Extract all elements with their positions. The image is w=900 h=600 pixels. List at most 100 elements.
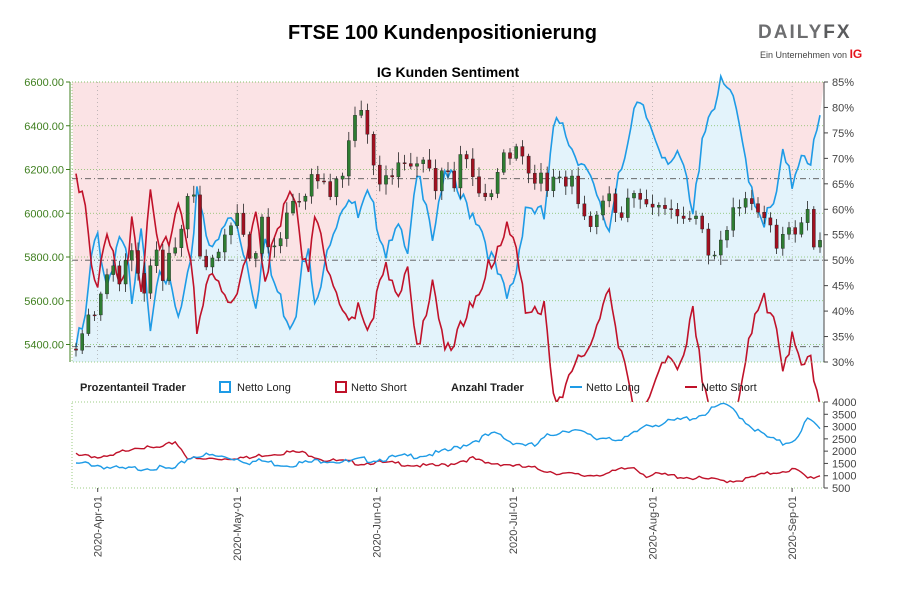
percent-tick-label: 50%: [832, 255, 854, 267]
candle-body: [750, 198, 754, 204]
logo-ig-text: IG: [849, 47, 863, 61]
count-panel-frame: [71, 401, 825, 489]
count-tick-label: 500: [832, 483, 850, 495]
candle-body: [725, 230, 729, 241]
candle-body: [520, 146, 525, 157]
count-short-line: [75, 440, 821, 484]
candle-body: [142, 273, 147, 294]
candle-body: [235, 212, 240, 226]
chart-axes: [69, 81, 825, 363]
candle-body: [756, 203, 760, 213]
logo-tagline: Ein Unternehmen von IG: [760, 47, 862, 61]
candle-body: [285, 212, 289, 239]
legend-pct-long-text: Netto Long: [237, 382, 291, 394]
count-tick-label: 1000: [832, 471, 856, 483]
candle-body: [657, 205, 661, 208]
percent-tick-label: 60%: [832, 204, 854, 216]
count-tick-label: 1500: [832, 458, 856, 470]
candle-body: [402, 162, 407, 164]
candle-body: [458, 154, 463, 189]
candle-body: [309, 174, 314, 197]
percent-tick-label: 70%: [832, 153, 854, 165]
candle-body: [483, 192, 488, 197]
count-long-line: [75, 402, 821, 472]
candle-body: [564, 176, 568, 187]
legend-pct-short-swatch: [335, 381, 347, 393]
candle-body: [601, 200, 605, 216]
legend-count-long-text: Netto Long: [586, 382, 640, 394]
candle-body: [222, 234, 227, 253]
candle-body: [700, 215, 704, 230]
logo-tagline-text: Ein Unternehmen von: [760, 50, 848, 60]
candle-body: [588, 215, 593, 227]
candle-body: [409, 163, 413, 167]
pct-short-line: [75, 173, 821, 448]
chart-title: FTSE 100 Kundenpositionierung: [288, 22, 597, 44]
candle-body: [98, 293, 103, 316]
trader-count-panel: [71, 401, 825, 489]
date-tick-label: 2020-Aug-01: [648, 496, 660, 560]
price-candles: [74, 100, 822, 357]
candle-body: [160, 249, 165, 281]
candle-body: [129, 250, 134, 261]
candle-body: [551, 176, 556, 191]
price-tick-label: 6400.00: [24, 121, 64, 133]
percent-tick-label: 40%: [832, 306, 854, 318]
candle-body: [731, 207, 735, 231]
candle-body: [632, 193, 636, 199]
chart-legend: Prozentanteil Trader Netto Long Netto Sh…: [80, 381, 757, 394]
candle-body: [619, 212, 624, 218]
candle-body: [464, 154, 469, 160]
legend-pct-long-swatch: [219, 381, 231, 393]
candle-body: [322, 180, 326, 183]
candle-body: [477, 176, 481, 194]
candle-body: [384, 175, 388, 185]
candle-body: [253, 253, 258, 259]
candle-body: [359, 110, 364, 116]
candle-body: [216, 251, 221, 259]
candle-body: [272, 245, 277, 248]
candle-body: [167, 252, 171, 281]
candle-body: [557, 176, 562, 179]
candle-body: [421, 159, 426, 164]
candle-body: [595, 214, 599, 227]
net-short-fill: [72, 76, 824, 347]
candle-body: [86, 314, 91, 334]
candle-body: [210, 257, 215, 268]
candle-body: [74, 348, 78, 351]
candle-body: [787, 227, 791, 235]
percent-tick-label: 55%: [832, 230, 854, 242]
candle-body: [260, 216, 264, 254]
candle-body: [638, 193, 642, 200]
candle-body: [396, 162, 401, 178]
candle-body: [706, 228, 711, 256]
candle-body: [452, 170, 457, 189]
percent-axis-ticks: 30% 35% 40% 45% 50% 55% 60% 65% 70% 75% 80% 85%: [824, 77, 854, 369]
candle-body: [179, 228, 184, 248]
logo-wordmark: DAILYFX: [758, 22, 852, 44]
percent-tick-label: 85%: [832, 77, 854, 89]
percent-tick-label: 45%: [832, 281, 854, 293]
candle-body: [762, 212, 766, 219]
candle-body: [111, 265, 115, 275]
candle-body: [241, 212, 246, 235]
price-tick-label: 5800.00: [24, 252, 64, 264]
candle-body: [812, 209, 816, 248]
candle-body: [805, 209, 810, 223]
candle-body: [136, 250, 140, 274]
candle-body: [508, 152, 512, 159]
candle-body: [495, 172, 500, 194]
net-long-fill: [72, 76, 824, 362]
percent-tick-label: 75%: [832, 128, 854, 140]
candle-body: [471, 158, 475, 177]
candle-body: [793, 227, 797, 235]
candle-body: [768, 217, 773, 226]
candle-body: [774, 224, 779, 249]
count-tick-label: 3000: [832, 422, 856, 434]
date-axis-ticks: 2020-Apr-01 2020-May-01 2020-Jun-01 2020-Ju…: [93, 488, 799, 561]
candle-body: [607, 193, 611, 202]
percent-tick-label: 35%: [832, 332, 854, 344]
candle-body: [347, 140, 351, 177]
candle-body: [154, 249, 159, 266]
